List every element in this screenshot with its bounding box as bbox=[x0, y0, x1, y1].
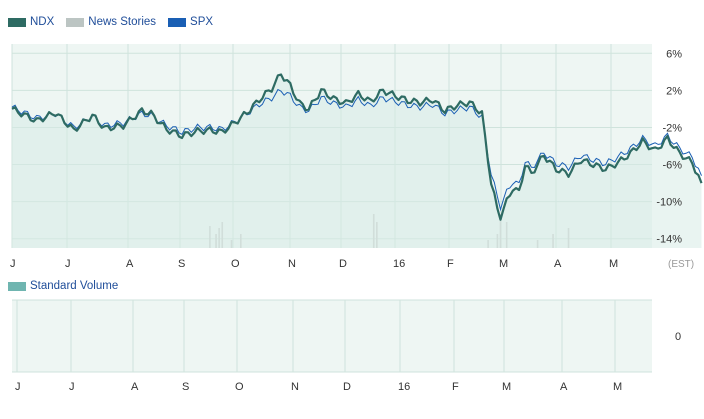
volume-x-tick-label: O bbox=[235, 381, 244, 393]
legend-ndx[interactable]: NDX bbox=[8, 16, 54, 28]
volume-plot-area bbox=[12, 300, 652, 372]
volume-legend-label: Standard Volume bbox=[30, 280, 119, 292]
price-y-tick-label: 2% bbox=[666, 85, 682, 97]
price-y-tick-label: -10% bbox=[656, 197, 682, 209]
price-x-tick-label: J bbox=[65, 258, 71, 270]
price-x-tick-label: M bbox=[499, 258, 508, 270]
volume-y-tick-label: 0 bbox=[675, 331, 681, 343]
price-x-tick-label: A bbox=[554, 258, 562, 270]
price-x-tick-label: 16 bbox=[393, 258, 405, 270]
volume-x-tick-label: M bbox=[502, 381, 511, 393]
volume-x-tick-label: M bbox=[613, 381, 622, 393]
volume-x-tick-label: N bbox=[291, 381, 299, 393]
price-x-tick-label: S bbox=[178, 258, 185, 270]
volume-x-tick-label: J bbox=[15, 381, 21, 393]
price-y-tick-label: 6% bbox=[666, 48, 682, 60]
price-y-tick-label: -6% bbox=[662, 160, 682, 172]
volume-x-tick-label: F bbox=[452, 381, 459, 393]
volume-legend[interactable]: Standard Volume bbox=[8, 280, 118, 292]
price-y-tick-label: -2% bbox=[662, 122, 682, 134]
timezone-label: (EST) bbox=[668, 259, 694, 270]
legend-spx[interactable]: SPX bbox=[168, 16, 213, 28]
legend-news-stories[interactable]: News Stories bbox=[66, 16, 156, 28]
volume-legend-swatch bbox=[8, 281, 26, 291]
volume-x-tick-label: A bbox=[131, 381, 139, 393]
legend-ndx-swatch bbox=[8, 17, 26, 27]
price-x-tick-label: D bbox=[339, 258, 347, 270]
price-x-tick-label: N bbox=[288, 258, 296, 270]
price-x-tick-label: J bbox=[10, 258, 16, 270]
price-y-tick-label: -14% bbox=[656, 234, 682, 246]
volume-x-tick-label: D bbox=[343, 381, 351, 393]
legend-spx-swatch bbox=[168, 17, 187, 27]
legend-news-swatch bbox=[66, 17, 85, 27]
price-x-tick-label: F bbox=[447, 258, 454, 270]
ndx-area bbox=[12, 74, 702, 248]
legend-ndx-label: NDX bbox=[30, 16, 55, 28]
volume-x-tick-label: 16 bbox=[398, 381, 410, 393]
price-x-tick-label: M bbox=[609, 258, 618, 270]
price-x-tick-label: O bbox=[231, 258, 240, 270]
volume-x-tick-label: S bbox=[182, 381, 189, 393]
price-x-tick-label: A bbox=[126, 258, 134, 270]
chart-legend: NDX News Stories SPX bbox=[8, 14, 213, 30]
legend-news-label: News Stories bbox=[88, 16, 157, 28]
ndx-line bbox=[11, 73, 703, 221]
legend-spx-label: SPX bbox=[190, 16, 214, 28]
volume-x-tick-label: J bbox=[69, 381, 75, 393]
volume-x-tick-label: A bbox=[560, 381, 568, 393]
